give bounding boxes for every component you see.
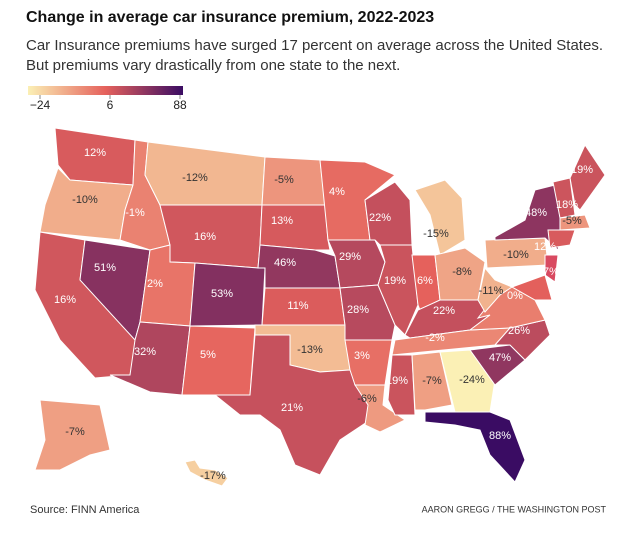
subtitle: Car Insurance premiums have surged 17 pe… [26,37,603,74]
state-value-label: -15% [423,228,449,240]
state-value-label: 47% [489,352,511,364]
state-value-label: 19% [384,275,406,287]
state-value-label: 22% [433,305,455,317]
state-value-label: -6% [357,393,377,405]
state-shape [559,214,591,231]
title: Change in average car insurance premium,… [26,9,434,26]
state-value-label: 32% [134,346,156,358]
credit: AARON GREGG / THE WASHINGTON POST [422,504,607,514]
legend-tick-label: 88 [173,98,187,112]
state-shape [213,334,371,476]
state-value-label: -8% [452,266,472,278]
state-value-label: 2% [147,278,163,290]
state-value-label: -7% [422,375,442,387]
state-value-label: -5% [562,215,582,227]
state-value-label: 88% [489,430,511,442]
state-value-label: -24% [459,374,485,386]
legend-bar [28,86,183,95]
state-shape [257,244,341,289]
state-shape [510,274,553,301]
state-value-label: 19% [571,164,593,176]
state-shape [434,247,486,301]
subtitle-box: Car Insurance premiums have surged 17 pe… [26,37,603,74]
state-shape [184,459,229,487]
state-shape [414,179,466,256]
state-value-label: 16% [54,294,76,306]
legend-tick-label: −24 [30,98,51,112]
state-shape [259,204,331,251]
state-value-label: -7% [65,426,85,438]
state-value-label: 7% [543,266,559,278]
state-shape [387,354,416,416]
state-value-label: 29% [339,251,361,263]
state-value-label: 13% [271,215,293,227]
state-shape [547,229,576,249]
states [34,127,606,487]
state-value-label: -5% [274,174,294,186]
state-value-label: -2% [425,332,445,344]
state-shape [544,254,559,283]
state-value-label: 11% [287,300,308,312]
state-value-label: 6% [417,275,433,287]
state-shape [354,384,406,433]
state-value-label: 26% [508,325,530,337]
state-value-label: -10% [72,194,98,206]
legend: −24 6 88 [30,95,187,112]
state-value-label: -10% [503,249,529,261]
state-value-label: 12% [84,147,106,159]
state-value-label: 46% [274,257,296,269]
state-value-label: -13% [297,344,323,356]
state-value-label: 28% [347,304,369,316]
state-shape [411,351,453,411]
legend-tick-label: 6 [107,98,114,112]
state-shape [181,325,256,396]
state-value-label: 51% [94,262,116,274]
state-shape [424,411,526,483]
state-value-label: 18% [556,199,578,211]
state-value-label: 22% [369,212,391,224]
state-value-label: 21% [281,402,303,414]
state-value-label: -11% [479,285,504,297]
state-labels: 12% -10% 16% -1% 51% -12% 16% 2% 32% 53% 5% -5% 13% 4… [54,147,593,482]
state-value-label: 16% [194,231,216,243]
state-value-label: -1% [125,207,145,219]
source: Source: FINN America [30,504,140,516]
state-value-label: 4% [329,186,345,198]
state-value-label: 12% [534,241,556,253]
state-value-label: 48% [525,207,547,219]
state-value-label: 19% [386,375,408,387]
state-value-label: 0% [507,290,523,302]
state-shape [569,143,606,211]
state-shape [34,399,111,471]
state-value-label: -17% [200,470,226,482]
state-value-label: 5% [200,349,216,361]
state-value-label: -12% [182,172,208,184]
state-value-label: 3% [354,350,370,362]
state-shape [552,177,576,219]
state-value-label: 53% [211,288,233,300]
state-shape [189,262,266,327]
